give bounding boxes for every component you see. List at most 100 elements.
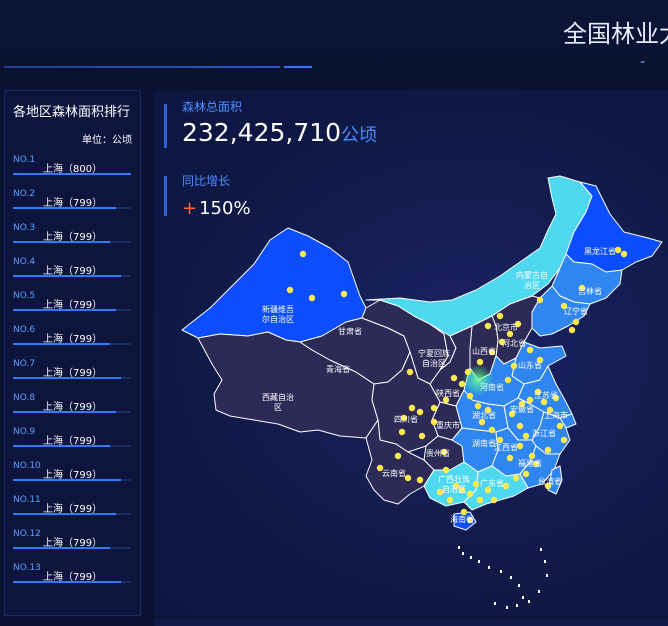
marker-dot [472, 480, 480, 488]
region-label: 河北省 [502, 338, 526, 348]
marker-dot [299, 250, 307, 258]
growth-value: +150% [182, 198, 251, 219]
marker-dot [442, 396, 450, 404]
ranking-no: NO.5 [13, 291, 36, 301]
marker-dot [450, 374, 458, 382]
ranking-item[interactable]: NO.2 上海（799） [13, 189, 133, 219]
ranking-no: NO.9 [13, 427, 36, 437]
region-label: 海南省 [450, 514, 474, 524]
region-xinjiang[interactable] [181, 227, 367, 343]
stat-accent-bar-2 [164, 176, 167, 216]
ranking-no: NO.7 [13, 359, 36, 369]
marker-dot [536, 356, 544, 364]
marker-dot [546, 406, 554, 414]
island-mark [544, 560, 546, 563]
region-label: 浙江省 [532, 428, 556, 438]
ranking-item[interactable]: NO.5 上海（799） [13, 291, 133, 321]
ranking-panel: 各地区森林面积排行 单位：公顷 NO.1 上海（800） NO.2 上海（799） NO… [4, 90, 141, 616]
marker-dot [614, 246, 622, 254]
marker-dot [398, 428, 406, 436]
region-fujian[interactable] [519, 445, 561, 489]
growth-number: 150% [199, 198, 251, 219]
ranking-bar-track [13, 411, 131, 413]
ranking-bar-track [13, 241, 131, 243]
ranking-bar-track [13, 343, 131, 345]
ranking-no: NO.6 [13, 325, 36, 335]
ranking-item[interactable]: NO.9 上海（799） [13, 427, 133, 457]
region-label: 贵州省 [426, 448, 450, 458]
ranking-no: NO.4 [13, 257, 36, 267]
marker-dot [484, 406, 492, 414]
marker-dot [406, 368, 414, 376]
marker-dot [400, 414, 408, 422]
marker-dot [534, 388, 542, 396]
region-label: 北京市 [494, 322, 518, 332]
marker-dot [416, 476, 424, 484]
marker-dot [308, 294, 316, 302]
ranking-bar-track [13, 547, 131, 549]
marker-dot [460, 508, 468, 516]
marker-dot [446, 496, 454, 504]
ranking-item[interactable]: NO.8 上海（799） [13, 393, 133, 423]
marker-dot [458, 486, 466, 494]
region-hainan[interactable] [453, 511, 477, 531]
ranking-bar-fill [13, 513, 116, 515]
region-label: 河南省 [480, 382, 504, 392]
marker-dot [376, 464, 384, 472]
region-label: 西藏自治区 [262, 392, 294, 412]
region-label: 重庆市 [436, 420, 460, 430]
marker-dot [340, 290, 348, 298]
marker-dot [544, 446, 552, 454]
ranking-bar-fill [13, 241, 110, 243]
ranking-item[interactable]: NO.13 上海（799） [13, 563, 133, 593]
marker-dot [484, 486, 492, 494]
header-divider [4, 66, 280, 68]
marker-dot [496, 312, 504, 320]
marker-dot [578, 284, 586, 292]
marker-dot [466, 490, 474, 498]
marker-dot [442, 466, 450, 474]
ranking-bar-fill [13, 173, 131, 175]
region-label: 甘肃省 [338, 326, 362, 336]
region-label: 台湾省 [538, 476, 562, 486]
ranking-no: NO.10 [13, 461, 41, 471]
ranking-bar-track [13, 445, 131, 447]
marker-dot [488, 348, 496, 356]
marker-dot [620, 250, 628, 258]
top-header: 全国林业大 - [0, 0, 668, 86]
markers [286, 246, 628, 524]
ranking-item[interactable]: NO.12 上海（799） [13, 529, 133, 559]
ranking-item[interactable]: NO.7 上海（799） [13, 359, 133, 389]
ranking-bar-fill [13, 445, 110, 447]
marker-dot [394, 452, 402, 460]
island-mark [540, 548, 542, 551]
ranking-item[interactable]: NO.1 上海（800） [13, 155, 133, 185]
footer-strip [154, 618, 668, 626]
marker-dot [496, 436, 504, 444]
ranking-item[interactable]: NO.11 上海（799） [13, 495, 133, 525]
ranking-item[interactable]: NO.3 上海（799） [13, 223, 133, 253]
marker-dot [490, 496, 498, 504]
marker-dot [508, 410, 516, 418]
ranking-name: 上海（799） [43, 198, 103, 209]
marker-dot [418, 432, 426, 440]
marker-dot [526, 346, 534, 354]
region-label: 福建省 [518, 458, 542, 468]
ranking-item[interactable]: NO.4 上海（799） [13, 257, 133, 287]
island-mark [478, 560, 480, 563]
marker-dot [404, 474, 412, 482]
ranking-name: 上海（799） [43, 538, 103, 549]
ranking-name: 上海（799） [43, 572, 103, 583]
ranking-bar-track [13, 377, 131, 379]
ranking-bar-fill [13, 275, 121, 277]
region-label: 黑龙江省 [584, 246, 616, 256]
ranking-item[interactable]: NO.6 上海（799） [13, 325, 133, 355]
marker-dot [506, 454, 514, 462]
ranking-item[interactable]: NO.10 上海（799） [13, 461, 133, 491]
marker-dot [440, 448, 448, 456]
island-mark [528, 600, 530, 603]
ranking-name: 上海（800） [43, 164, 103, 175]
page-subtitle: - [640, 54, 646, 70]
island-mark [494, 602, 496, 605]
